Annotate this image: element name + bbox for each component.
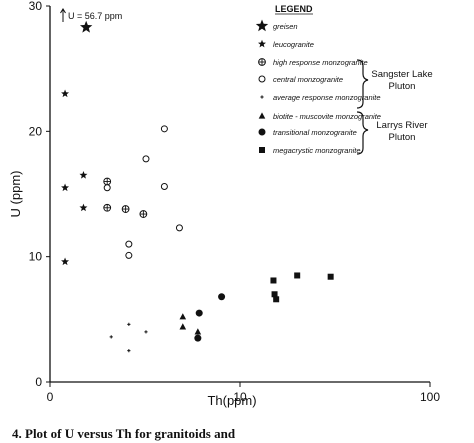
legend-marker (258, 128, 266, 136)
series-transitional-monzogranite (194, 293, 226, 342)
axes (49, 6, 430, 383)
point-high-response-monzogranite (139, 210, 148, 218)
point-biotite-muscovite-monzogranite (194, 328, 202, 335)
legend-item-transitional-monzogranite: transitional monzogranite (258, 128, 357, 137)
legend-marker (255, 19, 269, 32)
point-average-response-monzogranite (144, 330, 148, 334)
series-greisen (79, 20, 93, 33)
x-axis-title: Th(ppm) (207, 393, 256, 408)
data-marks (61, 20, 334, 353)
point-megacrystic-monzogranite (294, 272, 301, 279)
legend-label: central monzogranite (273, 75, 343, 84)
point-leucogranite (61, 257, 70, 266)
point-high-response-monzogranite (103, 203, 112, 212)
series-leucogranite (61, 89, 88, 266)
point-transitional-monzogranite (195, 309, 203, 317)
annotation-arrowhead (60, 8, 66, 14)
series-megacrystic-monzogranite (270, 272, 334, 303)
x-tick-label: 100 (420, 390, 440, 404)
legend-label: megacrystic monzogranite (273, 146, 361, 155)
point-megacrystic-monzogranite (273, 296, 280, 303)
ticks: 0 10 100 0 10 20 30 (29, 0, 441, 404)
y-tick-label: 20 (29, 124, 43, 138)
y-tick-label: 0 (35, 375, 42, 389)
legend-label: average response monzogranite (273, 93, 381, 102)
point-transitional-monzogranite (194, 334, 202, 342)
legend-item-megacrystic-monzogranite: megacrystic monzogranite (259, 146, 361, 155)
point-central-monzogranite (175, 224, 183, 232)
point-megacrystic-monzogranite (270, 277, 277, 284)
legend-marker (258, 39, 266, 48)
legend-label: high response monzogranite (273, 58, 368, 67)
point-central-monzogranite (125, 240, 133, 248)
point-megacrystic-monzogranite (271, 291, 278, 298)
point-central-monzogranite (103, 184, 111, 192)
sangster-lake-label-line2: Pluton (389, 81, 416, 92)
point-high-response-monzogranite (103, 177, 112, 186)
legend-marker (259, 147, 265, 153)
legend-item-average-response-monzogranite: average response monzogranite (260, 93, 381, 102)
series-biotite-muscovite-monzogranite (179, 313, 202, 335)
point-biotite-muscovite-monzogranite (179, 313, 187, 320)
legend-items: greisen leucogranite high response monzogr… (255, 19, 381, 155)
legend-marker (258, 75, 266, 83)
point-central-monzogranite (142, 155, 150, 163)
series-central-monzogranite (103, 125, 183, 259)
legend-marker (258, 58, 266, 66)
legend-label: transitional monzogranite (273, 128, 357, 137)
point-biotite-muscovite-monzogranite (179, 323, 187, 330)
point-greisen (79, 20, 93, 33)
sangster-lake-brace (356, 59, 369, 109)
legend-title: LEGEND (275, 4, 313, 14)
y-tick-label: 30 (29, 0, 43, 13)
legend: LEGEND greisen leucogranite high response … (255, 4, 381, 155)
legend-item-greisen: greisen (255, 19, 298, 32)
point-central-monzogranite (125, 251, 133, 259)
legend-label: leucogranite (273, 40, 314, 49)
greisen-annotation: U = 56.7 ppm (60, 8, 122, 22)
point-megacrystic-monzogranite (327, 273, 334, 280)
x-tick-label: 0 (47, 390, 54, 404)
series-average-response-monzogranite (109, 322, 148, 353)
x-tick-label: 10 (233, 390, 247, 404)
larrys-river-label-line1: Larrys River (376, 120, 427, 131)
legend-label: greisen (273, 22, 298, 31)
point-central-monzogranite (160, 125, 168, 133)
larrys-river-label-line2: Pluton (389, 132, 416, 143)
legend-label: biotite - muscovite monzogranite (273, 112, 381, 121)
figure-caption: 4. Plot of U versus Th for granitoids an… (12, 426, 236, 441)
point-average-response-monzogranite (127, 349, 131, 353)
larrys-river-brace (356, 111, 369, 155)
point-leucogranite (61, 89, 70, 98)
series-high-response-monzogranite (103, 177, 148, 218)
point-high-response-monzogranite (121, 205, 130, 213)
legend-item-central-monzogranite: central monzogranite (258, 75, 343, 84)
point-average-response-monzogranite (109, 335, 113, 339)
legend-item-high-response-monzogranite: high response monzogranite (258, 58, 368, 67)
point-leucogranite (79, 171, 88, 179)
point-leucogranite (79, 203, 88, 212)
sangster-lake-label-line1: Sangster Lake (371, 69, 432, 80)
point-leucogranite (61, 183, 70, 192)
y-tick-label: 10 (29, 250, 43, 264)
legend-item-leucogranite: leucogranite (258, 39, 314, 49)
annotation-text: U = 56.7 ppm (68, 11, 122, 21)
point-average-response-monzogranite (127, 322, 131, 326)
point-transitional-monzogranite (218, 293, 226, 301)
legend-marker (260, 95, 264, 99)
legend-item-biotite-muscovite-monzogranite: biotite - muscovite monzogranite (258, 112, 381, 121)
point-central-monzogranite (160, 182, 168, 190)
legend-marker (258, 112, 266, 119)
y-axis-title: U (ppm) (8, 171, 23, 218)
